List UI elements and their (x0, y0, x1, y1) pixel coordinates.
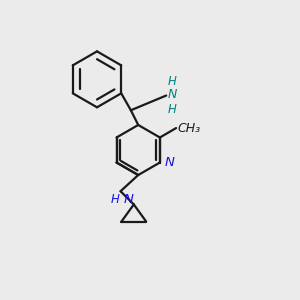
Text: CH₃: CH₃ (178, 122, 201, 135)
Text: H: H (110, 193, 119, 206)
Text: N: N (168, 88, 177, 100)
Text: H: H (168, 103, 176, 116)
Text: N: N (164, 156, 174, 169)
Text: N: N (124, 193, 134, 206)
Text: H: H (168, 75, 176, 88)
